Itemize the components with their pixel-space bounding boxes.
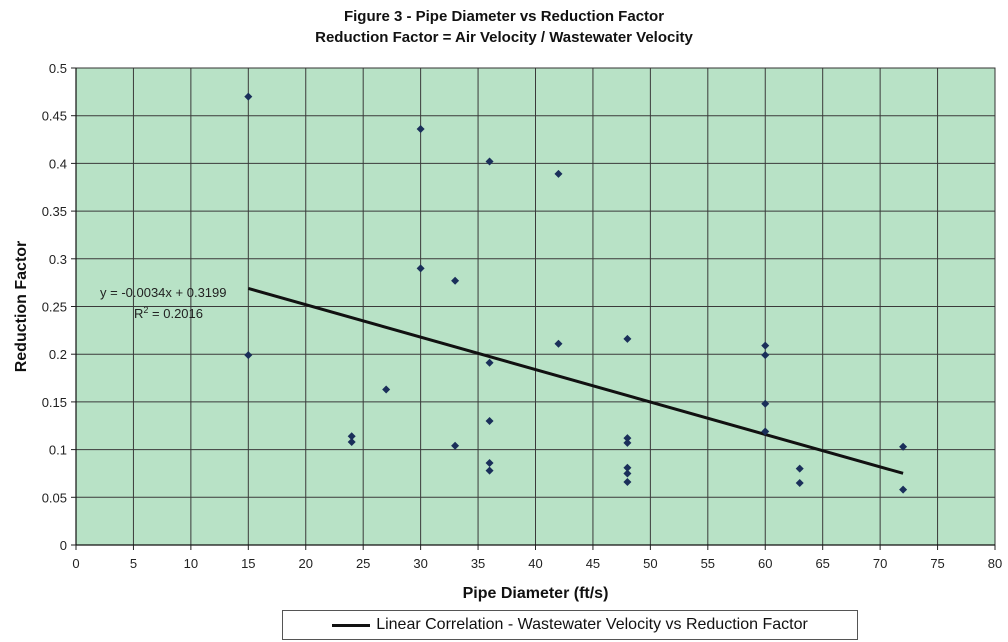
data-point — [485, 157, 494, 166]
data-point — [761, 427, 770, 436]
x-axis-ticks: 0 5 10 15 20 25 30 35 40 45 50 55 60 65 70 75 80 — [72, 545, 1002, 571]
data-point — [244, 351, 253, 360]
y-tick-label: 0.05 — [42, 490, 67, 505]
data-point — [795, 464, 804, 473]
data-point — [485, 416, 494, 425]
x-tick-label: 0 — [72, 556, 79, 571]
y-tick-label: 0.3 — [49, 252, 67, 267]
x-tick-label: 35 — [471, 556, 485, 571]
x-tick-label: 5 — [130, 556, 137, 571]
x-tick-label: 30 — [413, 556, 427, 571]
data-point — [451, 441, 460, 450]
x-tick-label: 60 — [758, 556, 772, 571]
data-point — [485, 358, 494, 367]
data-point — [761, 341, 770, 350]
x-tick-label: 80 — [988, 556, 1002, 571]
trendline-r-squared: R2 = 0.2016 — [134, 305, 203, 321]
x-tick-label: 20 — [299, 556, 313, 571]
data-point — [623, 463, 632, 472]
data-point — [623, 434, 632, 443]
x-tick-label: 10 — [184, 556, 198, 571]
data-point — [761, 399, 770, 408]
data-point — [623, 438, 632, 447]
x-tick-label: 45 — [586, 556, 600, 571]
chart-title: Figure 3 - Pipe Diameter vs Reduction Fa… — [343, 8, 665, 25]
data-point — [623, 478, 632, 487]
r2-value: = 0.2016 — [148, 306, 203, 321]
y-tick-label: 0.15 — [42, 395, 67, 410]
data-point — [485, 466, 494, 475]
data-point — [623, 334, 632, 343]
y-tick-label: 0.4 — [49, 156, 67, 171]
data-point — [451, 276, 460, 285]
r2-superscript: 2 — [143, 305, 148, 315]
y-tick-label: 0 — [60, 538, 67, 553]
data-point — [485, 458, 494, 467]
data-point — [382, 385, 391, 394]
data-points — [244, 92, 908, 494]
legend-line-swatch — [332, 623, 371, 627]
trendline — [247, 287, 904, 475]
chart-subtitle: Reduction Factor = Air Velocity / Wastew… — [315, 29, 693, 46]
x-tick-label: 70 — [873, 556, 887, 571]
data-point — [416, 264, 425, 273]
y-tick-label: 0.45 — [42, 109, 67, 124]
y-tick-label: 0.1 — [49, 443, 67, 458]
data-point — [795, 478, 804, 487]
data-point — [244, 92, 253, 101]
x-tick-label: 75 — [930, 556, 944, 571]
x-tick-label: 65 — [815, 556, 829, 571]
data-point — [554, 339, 563, 348]
y-tick-label: 0.5 — [49, 61, 67, 76]
y-tick-label: 0.2 — [49, 347, 67, 362]
data-point — [899, 485, 908, 494]
y-tick-label: 0.25 — [42, 300, 67, 315]
trendline-equation: y = -0.0034x + 0.3199 — [100, 285, 226, 300]
data-point — [899, 442, 908, 451]
data-point — [554, 169, 563, 178]
r2-prefix: R — [134, 306, 143, 321]
data-point — [347, 432, 356, 441]
data-point — [347, 437, 356, 446]
x-axis-title: Pipe Diameter (ft/s) — [463, 585, 609, 602]
x-tick-label: 50 — [643, 556, 657, 571]
x-tick-label: 55 — [701, 556, 715, 571]
data-point — [623, 469, 632, 478]
y-axis-title: Reduction Factor — [13, 241, 30, 373]
x-tick-label: 15 — [241, 556, 255, 571]
x-tick-label: 40 — [528, 556, 542, 571]
y-tick-label: 0.35 — [42, 204, 67, 219]
y-axis-ticks: 0 0.05 0.1 0.15 0.2 0.25 0.3 0.35 0.4 0.45 0.5 — [42, 61, 76, 553]
legend: Linear Correlation - Wastewater Velocity… — [282, 610, 858, 640]
legend-label: Linear Correlation - Wastewater Velocity… — [376, 616, 808, 633]
x-tick-label: 25 — [356, 556, 370, 571]
data-point — [416, 125, 425, 134]
data-point — [761, 351, 770, 360]
